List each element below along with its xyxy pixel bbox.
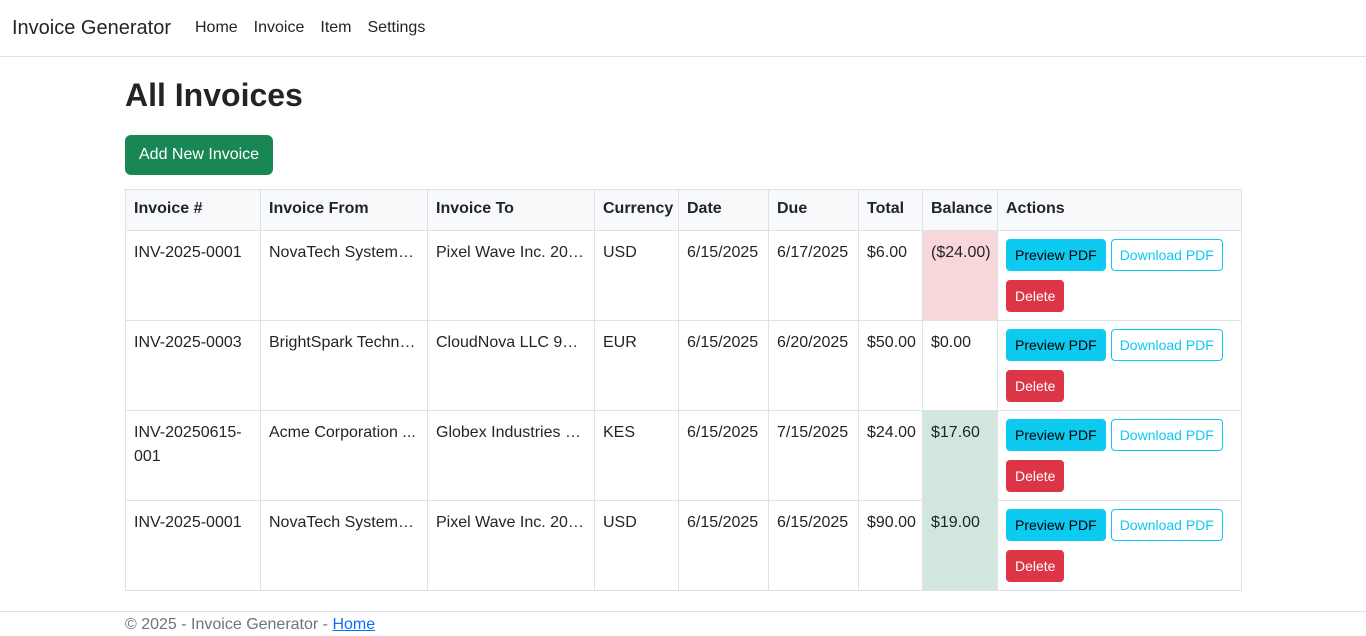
cell-invoice-number: INV-2025-0003: [125, 320, 261, 411]
cell-balance: $0.00: [922, 320, 998, 411]
cell-invoice-from: NovaTech Systems ...: [260, 500, 428, 591]
cell-total: $50.00: [858, 320, 923, 411]
footer-text: © 2025 - Invoice Generator -: [125, 616, 333, 633]
cell-invoice-to: CloudNova LLC 90 ...: [427, 320, 595, 411]
column-header-currency: Currency: [594, 189, 679, 231]
cell-invoice-to: Pixel Wave Inc. 200...: [427, 500, 595, 591]
cell-due: 6/20/2025: [768, 320, 859, 411]
delete-button[interactable]: Delete: [1006, 460, 1065, 492]
table-row: INV-20250615-001 Acme Corporation ... Gl…: [125, 410, 1242, 501]
preview-pdf-button[interactable]: Preview PDF: [1006, 239, 1106, 271]
column-header-due: Due: [768, 189, 859, 231]
delete-button[interactable]: Delete: [1006, 370, 1065, 402]
top-navbar: Invoice Generator Home Invoice Item Sett…: [0, 0, 1366, 57]
download-pdf-button[interactable]: Download PDF: [1110, 419, 1223, 451]
table-row: INV-2025-0003 BrightSpark Techno... Clou…: [125, 320, 1242, 411]
nav-link-item[interactable]: Item: [320, 19, 352, 36]
preview-pdf-button[interactable]: Preview PDF: [1006, 509, 1106, 541]
navbar-brand[interactable]: Invoice Generator: [12, 16, 171, 39]
cell-due: 7/15/2025: [768, 410, 859, 501]
column-header-total: Total: [858, 189, 923, 231]
column-header-invoice-to: Invoice To: [427, 189, 595, 231]
cell-date: 6/15/2025: [678, 230, 769, 321]
cell-total: $90.00: [858, 500, 923, 591]
cell-balance: ($24.00): [922, 230, 998, 321]
cell-actions: Preview PDF Download PDF Delete: [997, 500, 1242, 591]
column-header-balance: Balance: [922, 189, 998, 231]
column-header-actions: Actions: [997, 189, 1242, 231]
cell-invoice-from: Acme Corporation ...: [260, 410, 428, 501]
cell-actions: Preview PDF Download PDF Delete: [997, 410, 1242, 501]
nav-link-invoice[interactable]: Invoice: [253, 19, 305, 36]
cell-invoice-to: Globex Industries 7...: [427, 410, 595, 501]
delete-button[interactable]: Delete: [1006, 550, 1065, 582]
page-footer: © 2025 - Invoice Generator - Home: [0, 611, 1366, 636]
cell-date: 6/15/2025: [678, 500, 769, 591]
download-pdf-button[interactable]: Download PDF: [1110, 509, 1223, 541]
table-header-row: Invoice # Invoice From Invoice To Curren…: [125, 189, 1242, 231]
cell-date: 6/15/2025: [678, 320, 769, 411]
preview-pdf-button[interactable]: Preview PDF: [1006, 419, 1106, 451]
cell-invoice-number: INV-20250615-001: [125, 410, 261, 501]
cell-invoice-to: Pixel Wave Inc. 200...: [427, 230, 595, 321]
table-row: INV-2025-0001 NovaTech Systems ... Pixel…: [125, 230, 1242, 321]
delete-button[interactable]: Delete: [1006, 280, 1065, 312]
cell-currency: KES: [594, 410, 679, 501]
cell-invoice-number: INV-2025-0001: [125, 500, 261, 591]
preview-pdf-button[interactable]: Preview PDF: [1006, 329, 1106, 361]
cell-invoice-from: NovaTech Systems ...: [260, 230, 428, 321]
cell-currency: EUR: [594, 320, 679, 411]
cell-actions: Preview PDF Download PDF Delete: [997, 320, 1242, 411]
cell-date: 6/15/2025: [678, 410, 769, 501]
cell-currency: USD: [594, 500, 679, 591]
column-header-invoice-from: Invoice From: [260, 189, 428, 231]
footer-content: © 2025 - Invoice Generator - Home: [125, 616, 375, 634]
column-header-invoice-number: Invoice #: [125, 189, 261, 231]
add-new-invoice-button[interactable]: Add New Invoice: [125, 135, 274, 175]
cell-invoice-number: INV-2025-0001: [125, 230, 261, 321]
cell-actions: Preview PDF Download PDF Delete: [997, 230, 1242, 321]
cell-total: $6.00: [858, 230, 923, 321]
main-content: All Invoices Add New Invoice Invoice # I…: [125, 57, 1242, 591]
table-row: INV-2025-0001 NovaTech Systems ... Pixel…: [125, 500, 1242, 591]
cell-balance: $19.00: [922, 500, 998, 591]
nav-link-settings[interactable]: Settings: [367, 19, 426, 36]
download-pdf-button[interactable]: Download PDF: [1110, 239, 1223, 271]
column-header-date: Date: [678, 189, 769, 231]
cell-currency: USD: [594, 230, 679, 321]
footer-home-link[interactable]: Home: [332, 616, 376, 633]
invoices-table: Invoice # Invoice From Invoice To Curren…: [125, 189, 1242, 591]
cell-due: 6/17/2025: [768, 230, 859, 321]
download-pdf-button[interactable]: Download PDF: [1110, 329, 1223, 361]
cell-invoice-from: BrightSpark Techno...: [260, 320, 428, 411]
page-title: All Invoices: [125, 77, 303, 113]
cell-total: $24.00: [858, 410, 923, 501]
cell-balance: $17.60: [922, 410, 998, 501]
nav-link-home[interactable]: Home: [194, 19, 238, 36]
cell-due: 6/15/2025: [768, 500, 859, 591]
